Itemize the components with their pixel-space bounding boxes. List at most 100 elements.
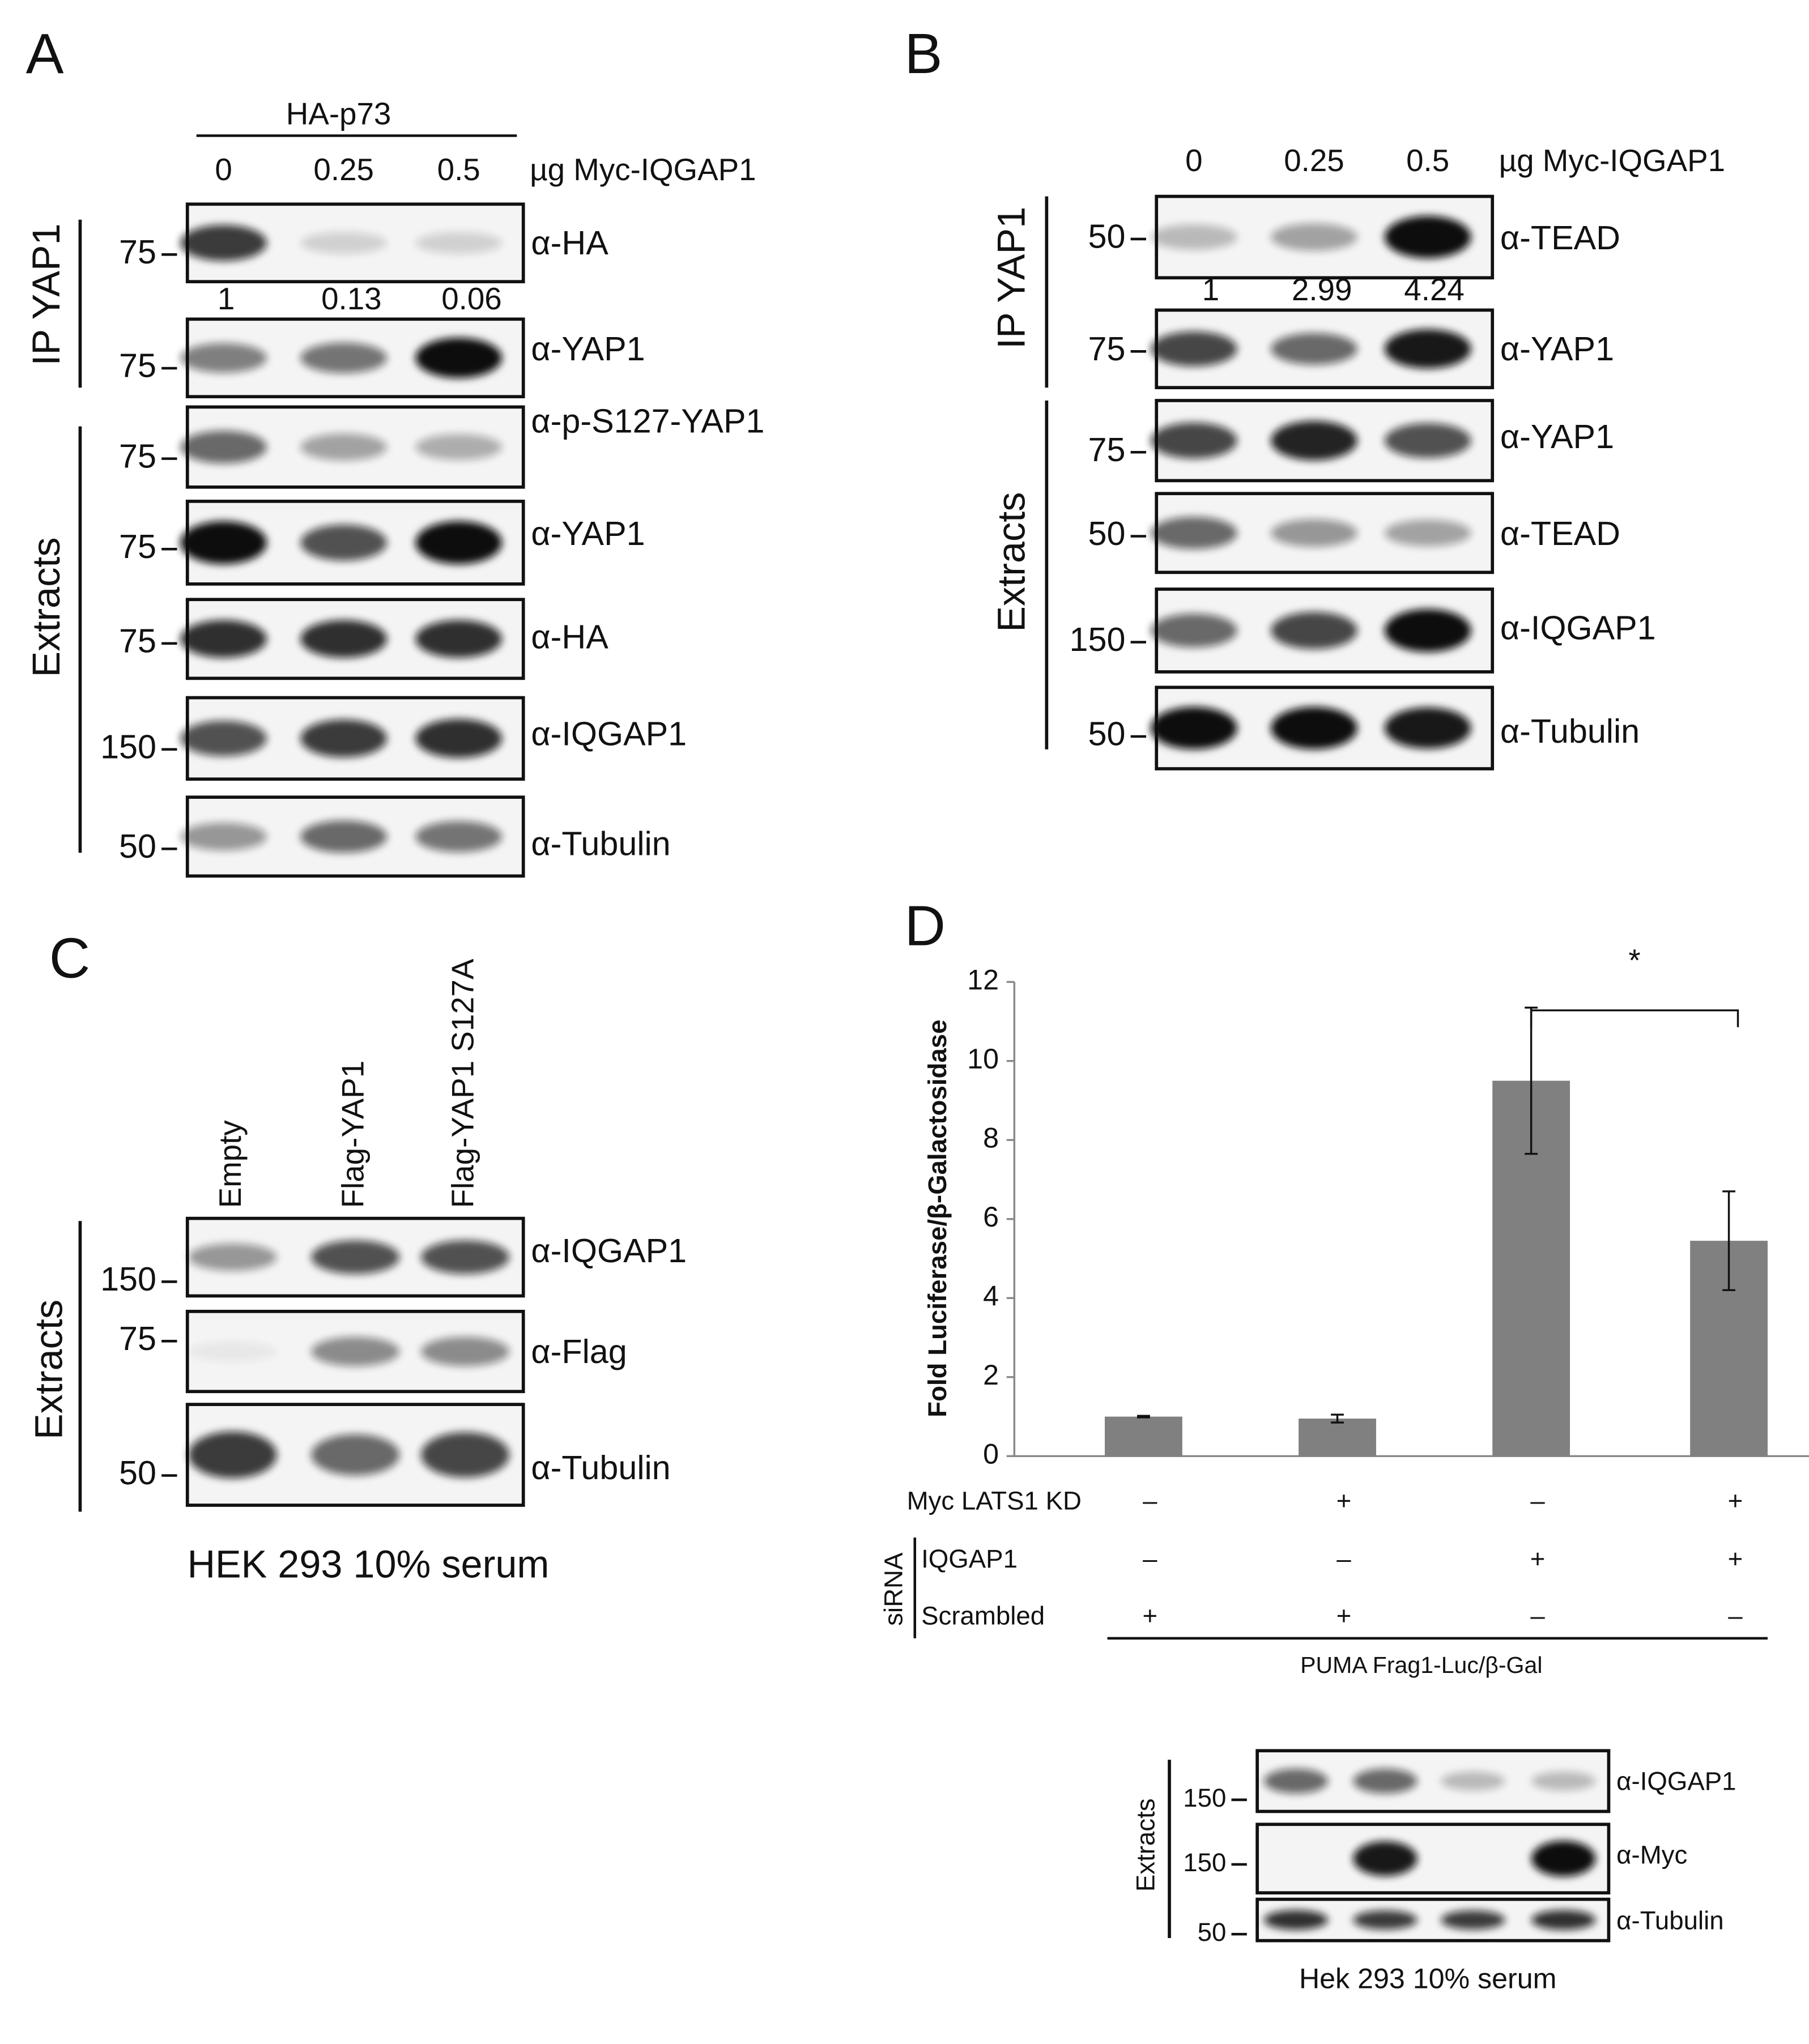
band [1353, 1841, 1418, 1876]
band [1151, 422, 1237, 459]
band [180, 343, 267, 373]
band [300, 620, 388, 658]
band [180, 521, 267, 564]
section-label: Extracts [990, 492, 1033, 632]
band [1384, 329, 1471, 369]
band [1151, 614, 1237, 648]
lane-label: Flag-YAP1 S127A [445, 959, 480, 1208]
marker-label: 50 [119, 827, 156, 865]
footer-label: Hek 293 10% serum [1299, 1962, 1556, 1994]
band [1384, 423, 1471, 458]
y-tick-label: 8 [983, 1122, 999, 1154]
band [1151, 517, 1237, 550]
error-bar [1137, 1415, 1150, 1419]
marker-label: 50 [1198, 1918, 1227, 1947]
band [1271, 420, 1357, 461]
antibody-label: α-Myc [1616, 1840, 1687, 1869]
band [188, 1341, 277, 1362]
y-tick-label: 2 [983, 1359, 999, 1391]
chart-footer: PUMA Frag1-Luc/β-Gal [1300, 1652, 1542, 1678]
antibody-label: α-YAP1 [531, 514, 645, 552]
band [300, 232, 388, 254]
antibody-label: α-TEAD [1500, 219, 1620, 257]
significance-bracket [1530, 1009, 1739, 1028]
antibody-label: α-YAP1 [531, 330, 645, 368]
band [300, 433, 388, 461]
marker-label: 50 [1088, 218, 1126, 256]
condition-mark: – [1728, 1601, 1743, 1630]
marker-label: 150 [1183, 1783, 1226, 1812]
panel-letter: A [26, 22, 64, 86]
band [1531, 1910, 1596, 1930]
band [415, 620, 503, 658]
section-label: Extracts [1131, 1798, 1160, 1892]
lane-label: 0.25 [1284, 143, 1344, 178]
antibody-label: α-TEAD [1500, 514, 1620, 552]
band [300, 820, 388, 853]
marker-label: 75 [119, 1319, 156, 1357]
band [300, 719, 388, 757]
antibody-label: α-p-S127-YAP1 [531, 402, 764, 440]
marker-label: 75 [119, 621, 156, 659]
antibody-label: α-IQGAP1 [531, 715, 687, 753]
band [311, 1434, 400, 1476]
condition-label: Myc LATS1 KD [907, 1486, 1082, 1515]
marker-label: 75 [119, 527, 156, 565]
marker-label: 75 [119, 437, 156, 475]
error-bar [1331, 1413, 1344, 1424]
condition-mark: – [1336, 1544, 1351, 1573]
antibody-label: α-IQGAP1 [531, 1232, 687, 1270]
band [180, 823, 267, 851]
antibody-label: α-YAP1 [1500, 330, 1614, 368]
section-label: IP YAP1 [25, 223, 68, 365]
antibody-label: α-Tubulin [531, 1449, 670, 1487]
quantification: 0.06 [441, 281, 502, 316]
band [1441, 1772, 1505, 1791]
band [300, 525, 388, 561]
condition-mark: – [1530, 1486, 1545, 1515]
marker-label: 150 [100, 727, 156, 765]
band [311, 1240, 400, 1274]
group-label: siRNA [879, 1552, 908, 1626]
y-tick-label: 6 [983, 1201, 999, 1233]
band [188, 1243, 277, 1271]
band [1151, 331, 1237, 367]
lane-label: 0 [215, 152, 232, 187]
marker-label: 50 [119, 1454, 156, 1492]
band [415, 719, 503, 758]
band [415, 521, 503, 564]
marker-label: 75 [1088, 431, 1126, 469]
significance-mark: * [1628, 943, 1640, 978]
y-tick-label: 12 [967, 964, 999, 996]
band [300, 342, 388, 373]
section-label: Extracts [25, 537, 68, 677]
lane-label: 0.5 [1406, 143, 1449, 178]
band [311, 1336, 400, 1366]
band [1384, 216, 1471, 258]
marker-label: 50 [1088, 715, 1126, 753]
section-label: IP YAP1 [990, 207, 1033, 349]
condition-mark: – [1530, 1601, 1545, 1630]
marker-label: 75 [119, 347, 156, 385]
condition-label: IQGAP1 [921, 1544, 1018, 1573]
band [180, 721, 267, 756]
antibody-label: α-IQGAP1 [1616, 1766, 1736, 1795]
condition-label: Scrambled [921, 1601, 1045, 1630]
band [1271, 333, 1357, 365]
y-tick-label: 10 [967, 1043, 999, 1075]
condition-mark: + [1728, 1486, 1743, 1515]
antibody-label: α-Tubulin [1500, 712, 1640, 750]
bar [1105, 1416, 1182, 1457]
band [1263, 1910, 1329, 1930]
band [1441, 1910, 1505, 1930]
band [1151, 706, 1237, 750]
antibody-label: α-IQGAP1 [1500, 609, 1656, 647]
band [421, 1240, 510, 1274]
band [1271, 706, 1357, 750]
lane-unit: µg Myc-IQGAP1 [530, 152, 756, 187]
marker-label: 75 [1088, 330, 1126, 368]
band [415, 434, 503, 461]
band [180, 225, 267, 261]
footer-label: HEK 293 10% serum [188, 1543, 550, 1586]
marker-label: 150 [100, 1260, 156, 1298]
